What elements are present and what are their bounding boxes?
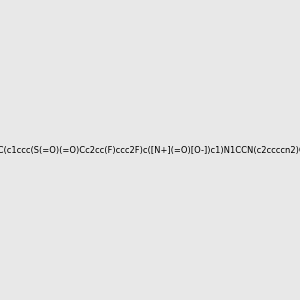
Text: O=C(c1ccc(S(=O)(=O)Cc2cc(F)ccc2F)c([N+](=O)[O-])c1)N1CCN(c2ccccn2)CC1: O=C(c1ccc(S(=O)(=O)Cc2cc(F)ccc2F)c([N+](… <box>0 146 300 154</box>
